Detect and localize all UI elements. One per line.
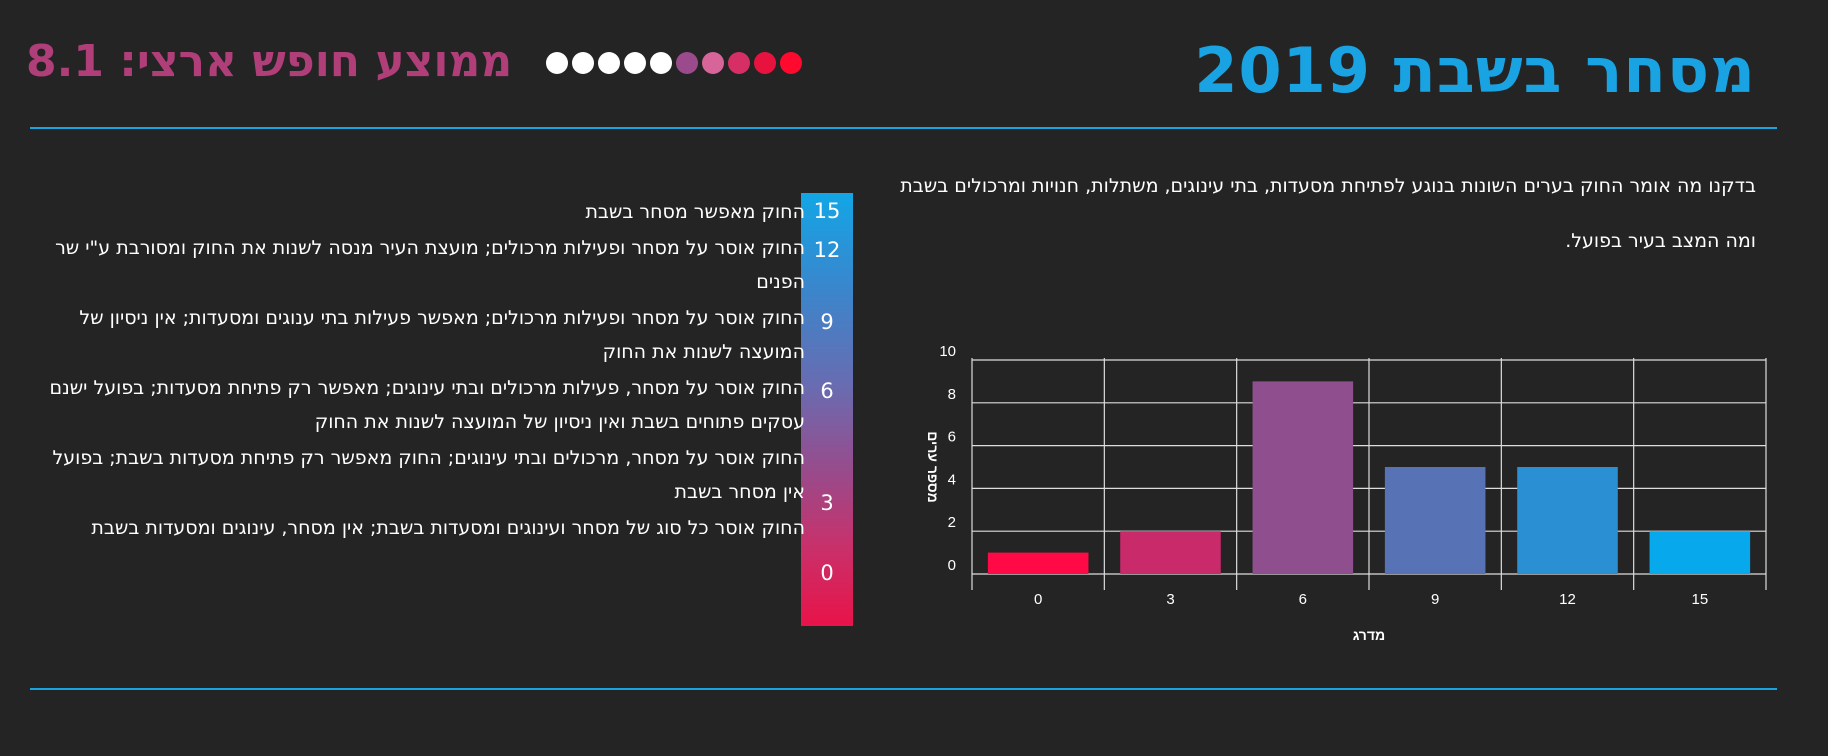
x-tick-label: 3 — [1166, 591, 1174, 608]
bar — [1384, 467, 1486, 574]
bar — [1252, 381, 1354, 574]
bottom-divider — [30, 688, 1777, 690]
legend-score: 6 — [820, 379, 834, 403]
rating-dots — [546, 52, 802, 74]
rating-dot — [624, 52, 646, 74]
legend-descriptions: החוק מאפשר מסחר בשבת החוק אוסר על מסחר ו… — [40, 195, 805, 547]
y-tick-label: 8 — [948, 386, 956, 403]
legend-score: 12 — [813, 238, 841, 262]
y-axis-label: מספר ערים — [925, 431, 941, 503]
rating-dot — [728, 52, 750, 74]
legend-item-text: החוק אוסר כל סוג של מסחר ועינוגים ומסעדו… — [91, 517, 805, 539]
intro-paragraph: ומה המצב בעיר בפועל. — [1565, 230, 1756, 252]
rating-dot — [650, 52, 672, 74]
legend-score: 3 — [820, 491, 834, 515]
rating-dot — [676, 52, 698, 74]
rating-dot — [598, 52, 620, 74]
bar — [987, 552, 1089, 574]
page-title: מסחר בשבת 2019 — [1194, 34, 1756, 107]
top-divider — [30, 127, 1777, 129]
x-tick-label: 0 — [1034, 591, 1042, 608]
rating-dot — [780, 52, 802, 74]
rating-dot — [546, 52, 568, 74]
x-tick-label: 6 — [1299, 591, 1307, 608]
y-tick-label: 4 — [948, 471, 956, 488]
x-axis-label: מדרג — [1353, 627, 1385, 643]
intro-paragraph: בדקנו מה אומר החוק בערים השונות בנוגע לפ… — [900, 175, 1756, 197]
bar — [1120, 531, 1221, 574]
legend-gradient-bar: 15 12 9 6 3 0 — [801, 193, 853, 626]
y-tick-label: 0 — [948, 557, 956, 574]
legend-item-text: החוק אוסר על מסחר, מרכולים ובתי עינוגים;… — [52, 447, 805, 503]
x-tick-label: 9 — [1431, 591, 1439, 608]
y-tick-label: 6 — [948, 429, 956, 446]
rating-dot — [572, 52, 594, 74]
legend-item-text: החוק אוסר על מסחר, פעילות מרכולים ובתי ע… — [49, 377, 805, 433]
y-tick-label: 2 — [948, 514, 956, 531]
bar — [1517, 467, 1618, 574]
legend-score: 0 — [820, 561, 834, 585]
legend-item-text: החוק מאפשר מסחר בשבת — [585, 201, 805, 223]
y-tick-label: 10 — [939, 343, 956, 360]
legend-score: 15 — [813, 199, 841, 223]
national-average: ממוצע חופש ארצי: 8.1 — [26, 36, 513, 87]
legend-item-text: החוק אוסר על מסחר ופעילות מרכולים; מועצת… — [55, 237, 805, 293]
bar-chart: 0 2 4 6 8 10 0 3 6 9 12 15 מדרג מספר ערים — [925, 343, 1767, 643]
intro-text: בדקנו מה אומר החוק בערים השונות בנוגע לפ… — [856, 170, 1756, 280]
rating-dot — [702, 52, 724, 74]
legend-score: 9 — [820, 310, 834, 334]
bar — [1649, 531, 1751, 574]
rating-dot — [754, 52, 776, 74]
x-tick-label: 15 — [1691, 591, 1708, 608]
x-tick-label: 12 — [1559, 591, 1576, 608]
legend-item-text: החוק אוסר על מסחר ופעילות מרכולים; מאפשר… — [79, 307, 805, 363]
